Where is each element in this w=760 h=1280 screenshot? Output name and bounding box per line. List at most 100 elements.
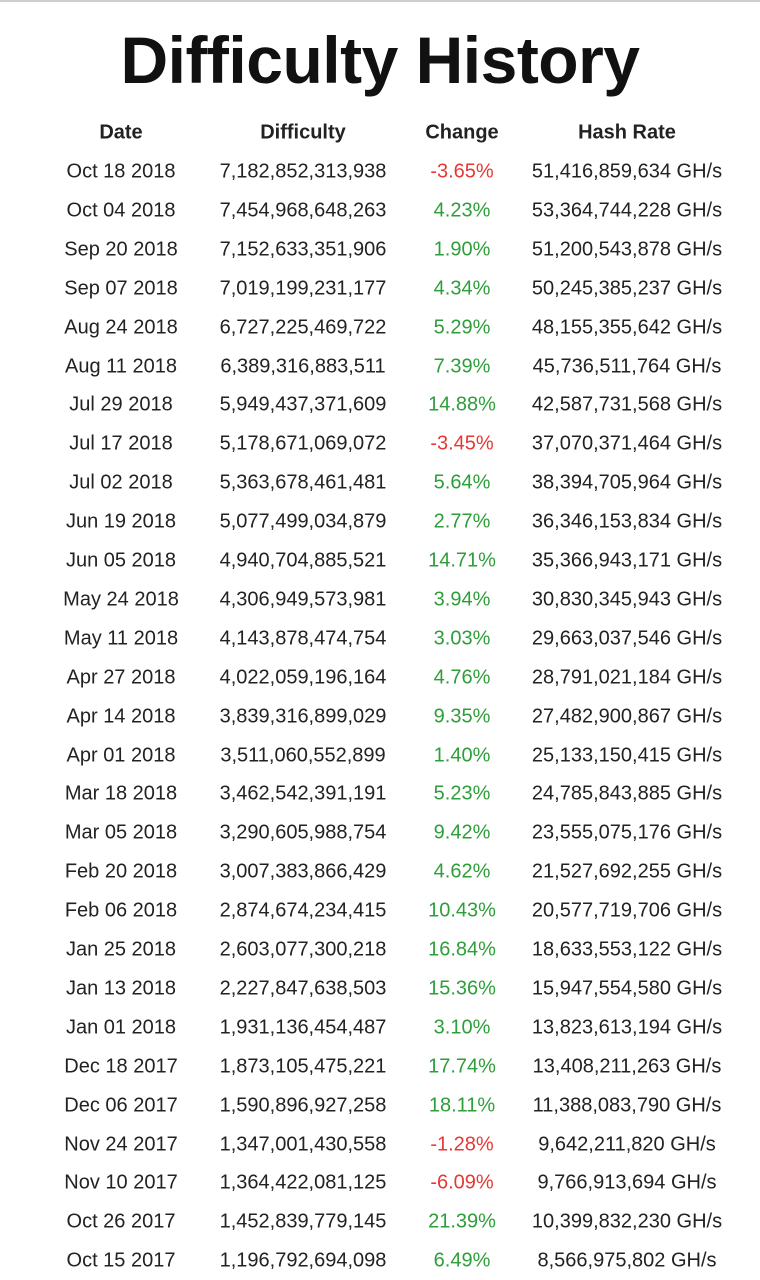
change-cell: 1.40%: [433, 744, 491, 766]
hash-rate-cell: 28,791,021,184 GH/s: [531, 666, 723, 689]
date-cell: Apr 01 2018: [66, 744, 176, 766]
date-cell: Jul 02 2018: [69, 471, 173, 494]
hash-rate-cell: 15,947,554,580 GH/s: [531, 977, 723, 1000]
difficulty-cell: 1,590,896,927,258: [219, 1094, 387, 1117]
difficulty-cell: 3,290,605,988,754: [219, 821, 387, 844]
hash-rate-cell: 13,408,211,263 GH/s: [532, 1055, 722, 1078]
difficulty-cell: 1,364,422,081,125: [219, 1171, 387, 1194]
hash-rate-cell: 37,070,371,464 GH/s: [531, 432, 723, 455]
change-cell: 9.35%: [433, 705, 491, 728]
hash-rate-cell: 21,527,692,255 GH/s: [531, 860, 723, 883]
date-cell: Jan 25 2018: [65, 938, 177, 961]
difficulty-cell: 1,873,105,475,221: [219, 1055, 387, 1078]
change-cell: 4.62%: [433, 860, 491, 883]
change-cell: -3.65%: [430, 160, 494, 183]
difficulty-cell: 4,022,059,196,164: [219, 666, 387, 689]
hash-rate-cell: 51,416,859,634 GH/s: [531, 160, 723, 183]
date-cell: Apr 27 2018: [66, 666, 176, 689]
change-cell: 5.64%: [433, 471, 491, 494]
change-cell: 15.36%: [428, 977, 496, 1000]
change-cell: 9.42%: [433, 821, 491, 844]
change-cell: 4.34%: [433, 277, 491, 300]
hash-rate-cell: 9,642,211,820 GH/s: [538, 1133, 716, 1155]
date-cell: Jun 19 2018: [65, 510, 177, 533]
difficulty-cell: 3,007,383,866,429: [219, 860, 387, 883]
difficulty-cell: 1,347,001,430,558: [219, 1133, 387, 1155]
difficulty-cell: 6,727,225,469,722: [219, 316, 387, 339]
hash-rate-cell: 50,245,385,237 GH/s: [531, 277, 723, 300]
date-cell: May 11 2018: [63, 627, 179, 650]
date-cell: Jan 01 2018: [65, 1016, 177, 1039]
date-cell: May 24 2018: [63, 588, 179, 611]
hash-rate-cell: 48,155,355,642 GH/s: [531, 316, 723, 339]
change-cell: 3.94%: [433, 588, 491, 611]
hash-rate-cell: 53,364,744,228 GH/s: [531, 199, 723, 222]
hash-rate-cell: 35,366,943,171 GH/s: [531, 549, 723, 572]
date-cell: Feb 06 2018: [64, 899, 178, 922]
change-cell: 21.39%: [428, 1210, 496, 1233]
date-cell: Dec 06 2017: [64, 1094, 178, 1117]
difficulty-cell: 3,839,316,899,029: [219, 705, 387, 728]
date-cell: Aug 24 2018: [64, 316, 178, 339]
difficulty-cell: 4,940,704,885,521: [219, 549, 387, 572]
hash-rate-cell: 23,555,075,176 GH/s: [531, 821, 723, 844]
date-cell: Feb 20 2018: [64, 860, 178, 883]
change-cell: 1.90%: [433, 238, 491, 261]
hash-rate-cell: 18,633,553,122 GH/s: [531, 938, 723, 961]
difficulty-cell: 1,196,792,694,098: [219, 1249, 387, 1272]
hash-rate-cell: 51,200,543,878 GH/s: [531, 238, 723, 261]
change-cell: -6.09%: [430, 1171, 494, 1194]
date-cell: Nov 24 2017: [64, 1133, 178, 1155]
date-cell: Nov 10 2017: [64, 1171, 178, 1194]
change-cell: 10.43%: [428, 899, 496, 922]
change-cell: 14.71%: [428, 549, 496, 572]
date-cell: Oct 04 2018: [66, 199, 176, 222]
difficulty-cell: 3,511,060,552,899: [220, 744, 386, 766]
column-header: Date: [99, 121, 143, 144]
date-cell: Oct 26 2017: [66, 1210, 176, 1233]
hash-rate-cell: 42,587,731,568 GH/s: [531, 393, 723, 416]
change-cell: 5.23%: [433, 782, 491, 805]
column-header: Hash Rate: [578, 121, 676, 144]
date-cell: Oct 18 2018: [66, 160, 176, 183]
date-cell: Mar 18 2018: [64, 782, 178, 805]
hash-rate-cell: 24,785,843,885 GH/s: [531, 782, 723, 805]
date-cell: Jan 13 2018: [65, 977, 177, 1000]
difficulty-cell: 2,227,847,638,503: [219, 977, 387, 1000]
date-cell: Sep 07 2018: [64, 277, 178, 300]
hash-rate-cell: 29,663,037,546 GH/s: [531, 627, 723, 650]
hash-rate-cell: 10,399,832,230 GH/s: [531, 1210, 723, 1233]
difficulty-cell: 7,454,968,648,263: [219, 199, 387, 222]
change-cell: -3.45%: [430, 432, 494, 455]
change-cell: 4.76%: [433, 666, 491, 689]
change-cell: 6.49%: [433, 1249, 491, 1272]
date-cell: Jun 05 2018: [65, 549, 177, 572]
difficulty-cell: 6,389,316,883,511: [220, 355, 386, 377]
hash-rate-cell: 27,482,900,867 GH/s: [531, 705, 723, 728]
hash-rate-cell: 36,346,153,834 GH/s: [531, 510, 723, 533]
hash-rate-cell: 8,566,975,802 GH/s: [537, 1249, 717, 1272]
difficulty-cell: 2,603,077,300,218: [219, 938, 387, 961]
hash-rate-cell: 9,766,913,694 GH/s: [537, 1171, 717, 1194]
date-cell: Dec 18 2017: [64, 1055, 178, 1078]
change-cell: 7.39%: [433, 355, 491, 377]
change-cell: 4.23%: [433, 199, 491, 222]
column-header: Change: [425, 121, 499, 144]
difficulty-cell: 5,077,499,034,879: [219, 510, 387, 533]
change-cell: 18.11%: [428, 1094, 496, 1117]
hash-rate-cell: 20,577,719,706 GH/s: [531, 899, 723, 922]
column-header: Difficulty: [260, 121, 346, 144]
difficulty-cell: 2,874,674,234,415: [219, 899, 387, 922]
change-cell: -1.28%: [430, 1133, 494, 1155]
hash-rate-cell: 30,830,345,943 GH/s: [531, 588, 723, 611]
difficulty-cell: 5,363,678,461,481: [219, 471, 387, 494]
change-cell: 14.88%: [428, 393, 496, 416]
hash-rate-cell: 13,823,613,194 GH/s: [531, 1016, 723, 1039]
date-cell: Apr 14 2018: [66, 705, 176, 728]
date-cell: Jul 17 2018: [69, 432, 173, 455]
change-cell: 16.84%: [428, 938, 496, 961]
difficulty-cell: 4,306,949,573,981: [219, 588, 387, 611]
difficulty-cell: 1,452,839,779,145: [219, 1210, 387, 1233]
difficulty-cell: 5,949,437,371,609: [219, 393, 387, 416]
change-cell: 3.03%: [433, 627, 491, 650]
